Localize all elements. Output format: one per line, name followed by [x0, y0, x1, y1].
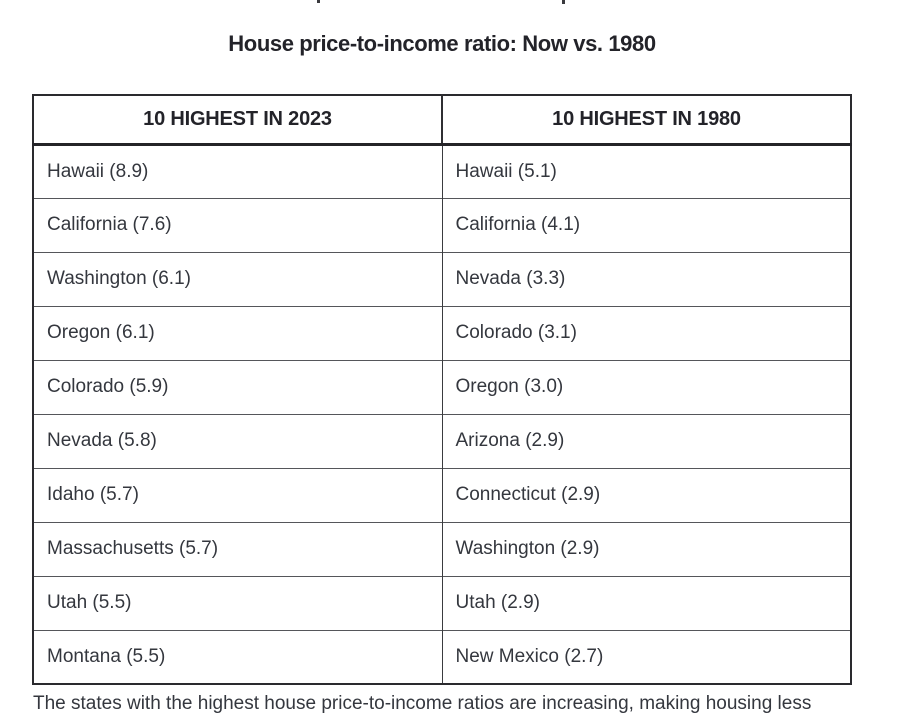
cell-2023: California (7.6): [33, 197, 442, 252]
table-row: Colorado (5.9) Oregon (3.0): [33, 359, 851, 414]
cell-1980: Utah (2.9): [441, 575, 851, 630]
price-to-income-table: 10 HIGHEST IN 2023 10 HIGHEST IN 1980 Ha…: [32, 94, 852, 685]
cell-2023: Hawaii (8.9): [33, 143, 442, 198]
table-row: Montana (5.5) New Mexico (2.7): [33, 629, 851, 684]
cell-2023: Idaho (5.7): [33, 467, 442, 522]
cell-2023: Washington (6.1): [33, 251, 442, 306]
cell-2023: Nevada (5.8): [33, 413, 442, 468]
cell-1980: Arizona (2.9): [441, 413, 851, 468]
clipped-text-remnant: [562, 0, 565, 4]
cell-1980: Nevada (3.3): [441, 251, 851, 306]
table-row: Oregon (6.1) Colorado (3.1): [33, 305, 851, 360]
cell-2023: Massachusetts (5.7): [33, 521, 442, 576]
cell-1980: New Mexico (2.7): [441, 629, 851, 684]
column-header-2023: 10 HIGHEST IN 2023: [33, 95, 442, 146]
cell-1980: California (4.1): [441, 197, 851, 252]
cell-1980: Oregon (3.0): [441, 359, 851, 414]
table-body: Hawaii (8.9) Hawaii (5.1) California (7.…: [33, 143, 851, 684]
table-header: 10 HIGHEST IN 2023 10 HIGHEST IN 1980: [33, 95, 851, 146]
cell-2023: Utah (5.5): [33, 575, 442, 630]
cell-2023: Montana (5.5): [33, 629, 442, 684]
table-row: Nevada (5.8) Arizona (2.9): [33, 413, 851, 468]
column-header-1980: 10 HIGHEST IN 1980: [441, 95, 851, 146]
table-row: Hawaii (8.9) Hawaii (5.1): [33, 143, 851, 198]
page-title: House price-to-income ratio: Now vs. 198…: [228, 31, 656, 56]
table-row: Massachusetts (5.7) Washington (2.9): [33, 521, 851, 576]
table-row: Washington (6.1) Nevada (3.3): [33, 251, 851, 306]
table-row: California (7.6) California (4.1): [33, 197, 851, 252]
table-row: Idaho (5.7) Connecticut (2.9): [33, 467, 851, 522]
cell-1980: Washington (2.9): [441, 521, 851, 576]
cell-1980: Hawaii (5.1): [441, 143, 851, 198]
cell-2023: Oregon (6.1): [33, 305, 442, 360]
cell-2023: Colorado (5.9): [33, 359, 442, 414]
table-row: Utah (5.5) Utah (2.9): [33, 575, 851, 630]
table-header-row: 10 HIGHEST IN 2023 10 HIGHEST IN 1980: [33, 95, 851, 146]
cell-1980: Connecticut (2.9): [441, 467, 851, 522]
clipped-footer-text: The states with the highest house price-…: [33, 693, 812, 714]
cell-1980: Colorado (3.1): [441, 305, 851, 360]
clipped-text-remnant: [317, 0, 320, 3]
